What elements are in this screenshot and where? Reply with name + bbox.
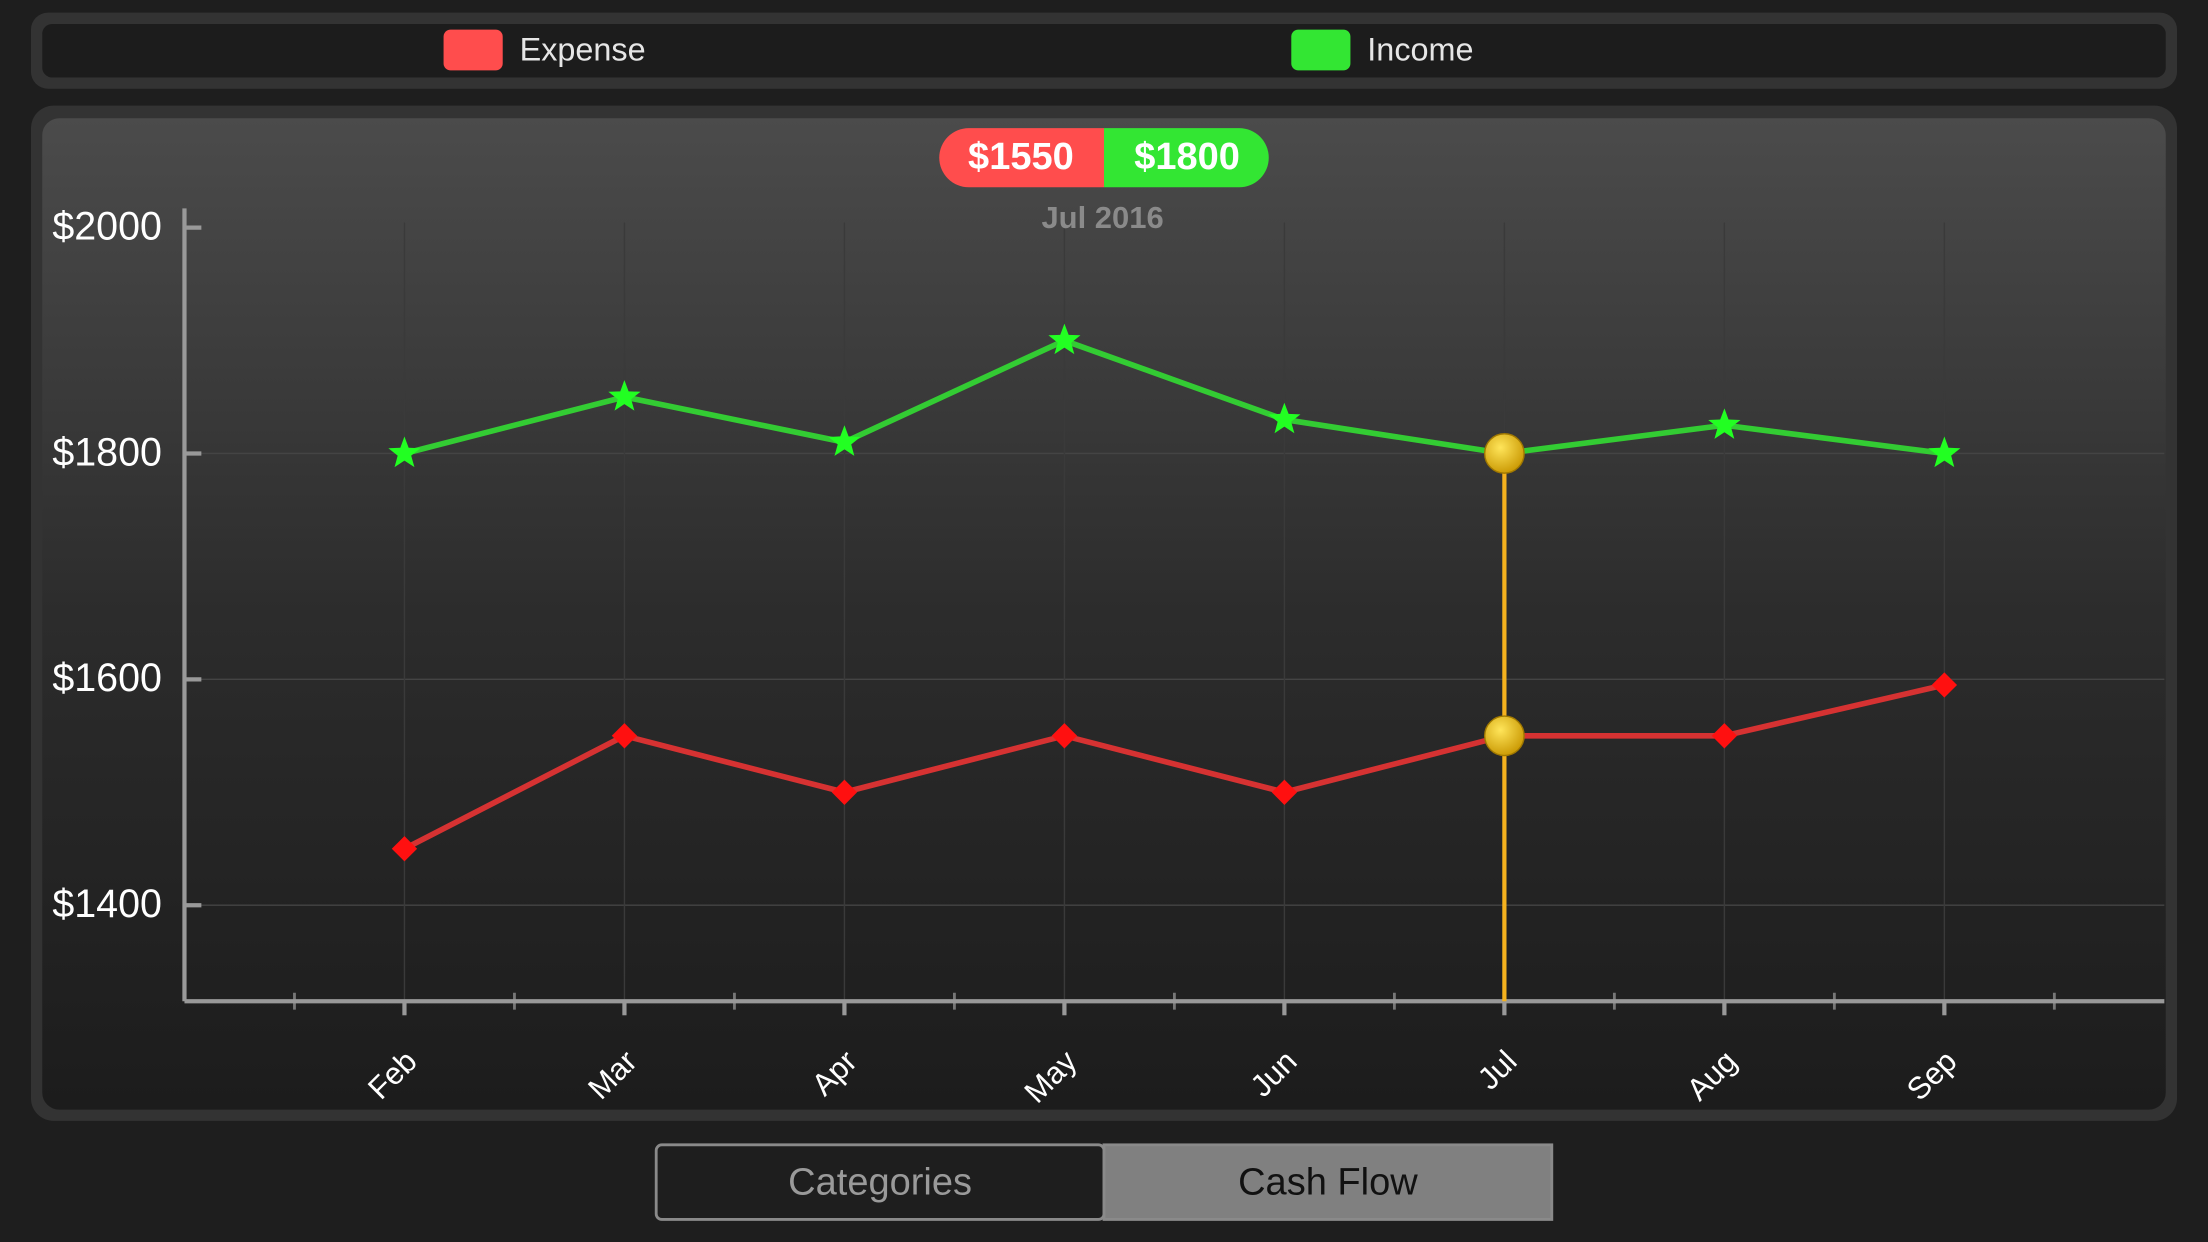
legend-label: Income [1367,32,1473,68]
diamond-marker [831,779,858,805]
y-tick-label: $1600 [52,656,162,700]
series-line [403,682,1945,852]
diamond-marker [1051,723,1078,749]
star-marker [1708,408,1741,439]
y-tick-label: $1400 [52,882,162,926]
y-tick-label: $1800 [52,430,162,474]
star-marker [828,425,861,456]
diamond-marker [1271,779,1298,805]
chart-panel [42,118,2166,1110]
diamond-marker [611,723,638,749]
star-marker [608,380,641,411]
segment-label[interactable]: Categories [788,1161,972,1203]
diamond-marker [1931,672,1958,698]
diamond-marker [391,836,418,862]
star-marker [388,436,421,468]
star-marker [1048,323,1081,355]
y-tick-label: $2000 [52,204,162,248]
tooltip-date: Jul 2016 [1041,200,1163,235]
series-line [403,337,1945,457]
segment-selected[interactable] [1102,1143,1554,1221]
segment-label[interactable]: Cash Flow [1238,1161,1418,1203]
segmented-control: Categories Cash Flow [654,1143,1554,1221]
legend-swatch [443,29,503,71]
tooltip-income-value: $1800 [1134,136,1240,178]
tooltip-expense [939,128,1104,188]
tooltip-income [1104,128,1269,188]
selected-point [1483,433,1525,474]
legend-swatch [1291,29,1351,71]
selected-point [1483,715,1525,757]
star-marker [1928,436,1961,468]
star-marker [1268,402,1301,434]
tooltip-expense-value: $1550 [968,136,1074,178]
diamond-marker [1711,723,1738,749]
legend-bar [42,23,2166,78]
legend-label: Expense [520,32,646,68]
